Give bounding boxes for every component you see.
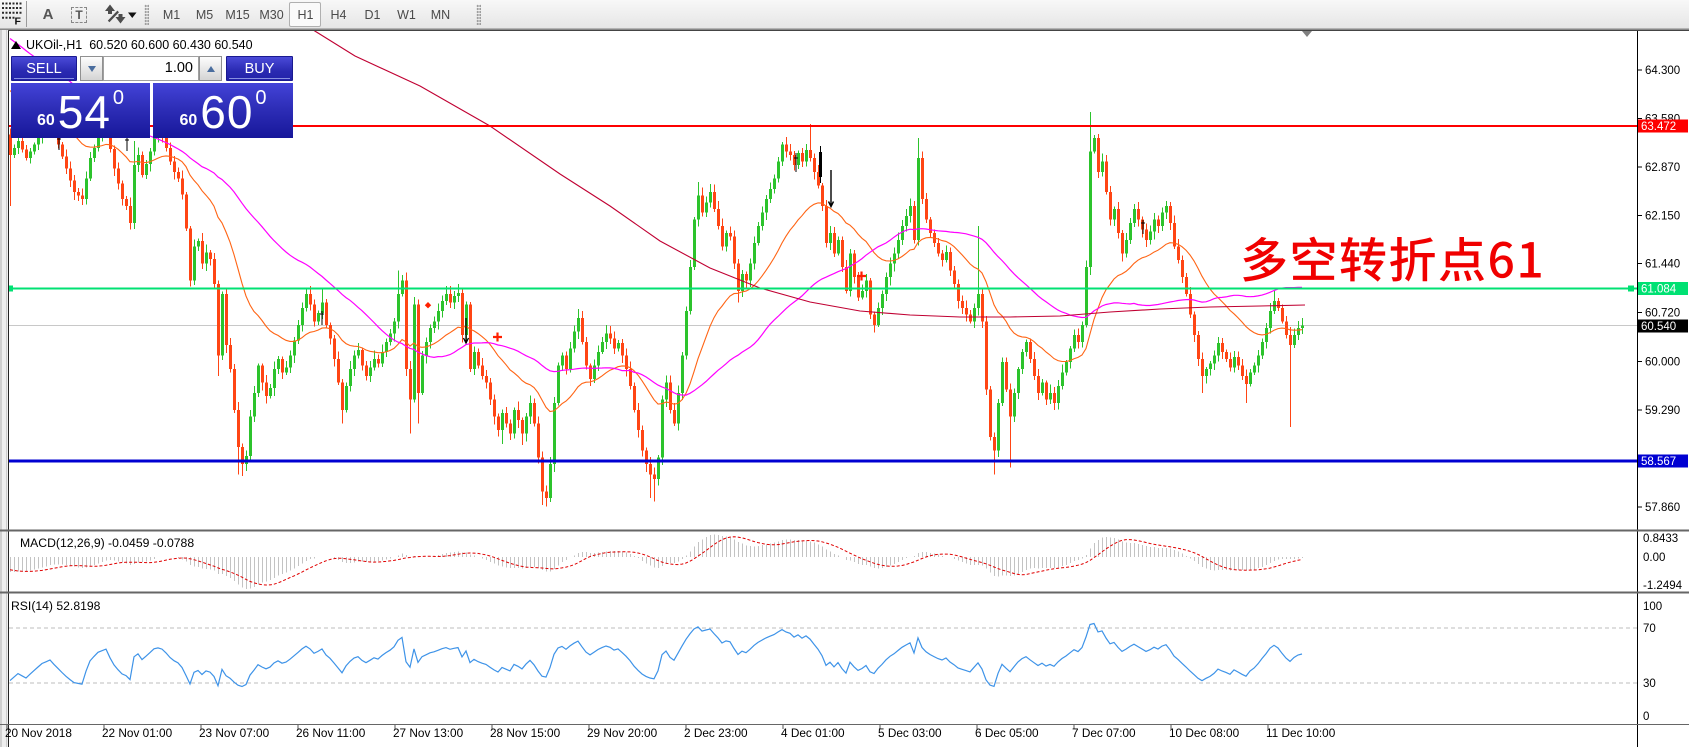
svg-text:7 Dec 07:00: 7 Dec 07:00 xyxy=(1072,726,1136,740)
svg-text:64.300: 64.300 xyxy=(1645,65,1680,77)
svg-text:28 Nov 15:00: 28 Nov 15:00 xyxy=(490,726,561,740)
svg-text:2 Dec 23:00: 2 Dec 23:00 xyxy=(684,726,748,740)
svg-text:0: 0 xyxy=(1643,711,1649,723)
svg-text:26 Nov 11:00: 26 Nov 11:00 xyxy=(296,726,366,740)
svg-text:100: 100 xyxy=(1643,601,1662,613)
svg-text:11 Dec 10:00: 11 Dec 10:00 xyxy=(1266,726,1336,740)
svg-text:61.084: 61.084 xyxy=(1641,284,1677,296)
svg-text:20 Nov 2018: 20 Nov 2018 xyxy=(5,726,72,740)
svg-text:0.8433: 0.8433 xyxy=(1643,533,1678,545)
svg-text:60.000: 60.000 xyxy=(1645,357,1680,369)
svg-text:60.540: 60.540 xyxy=(1641,321,1676,333)
svg-text:57.860: 57.860 xyxy=(1645,502,1680,514)
svg-text:22 Nov 01:00: 22 Nov 01:00 xyxy=(102,726,173,740)
svg-text:27 Nov 13:00: 27 Nov 13:00 xyxy=(393,726,464,740)
svg-text:29 Nov 20:00: 29 Nov 20:00 xyxy=(587,726,658,740)
svg-text:4 Dec 01:00: 4 Dec 01:00 xyxy=(781,726,845,740)
svg-text:62.870: 62.870 xyxy=(1645,162,1680,174)
svg-text:62.150: 62.150 xyxy=(1645,210,1680,222)
svg-text:63.472: 63.472 xyxy=(1641,121,1676,133)
svg-text:6 Dec 05:00: 6 Dec 05:00 xyxy=(975,726,1039,740)
svg-text:RSI(14) 52.8198: RSI(14) 52.8198 xyxy=(11,599,101,613)
svg-text:30: 30 xyxy=(1643,678,1656,690)
svg-text:0.00: 0.00 xyxy=(1643,552,1665,564)
svg-text:10 Dec 08:00: 10 Dec 08:00 xyxy=(1169,726,1240,740)
svg-text:-1.2494: -1.2494 xyxy=(1643,580,1683,592)
svg-text:61.440: 61.440 xyxy=(1645,259,1680,271)
svg-text:23 Nov 07:00: 23 Nov 07:00 xyxy=(199,726,270,740)
svg-text:58.567: 58.567 xyxy=(1641,456,1676,468)
svg-text:MACD(12,26,9) -0.0459 -0.0788: MACD(12,26,9) -0.0459 -0.0788 xyxy=(20,536,194,550)
svg-text:59.290: 59.290 xyxy=(1645,405,1680,417)
svg-text:70: 70 xyxy=(1643,623,1656,635)
svg-text:5 Dec 03:00: 5 Dec 03:00 xyxy=(878,726,942,740)
svg-text:60.720: 60.720 xyxy=(1645,308,1680,320)
svg-text:F: F xyxy=(15,16,22,28)
